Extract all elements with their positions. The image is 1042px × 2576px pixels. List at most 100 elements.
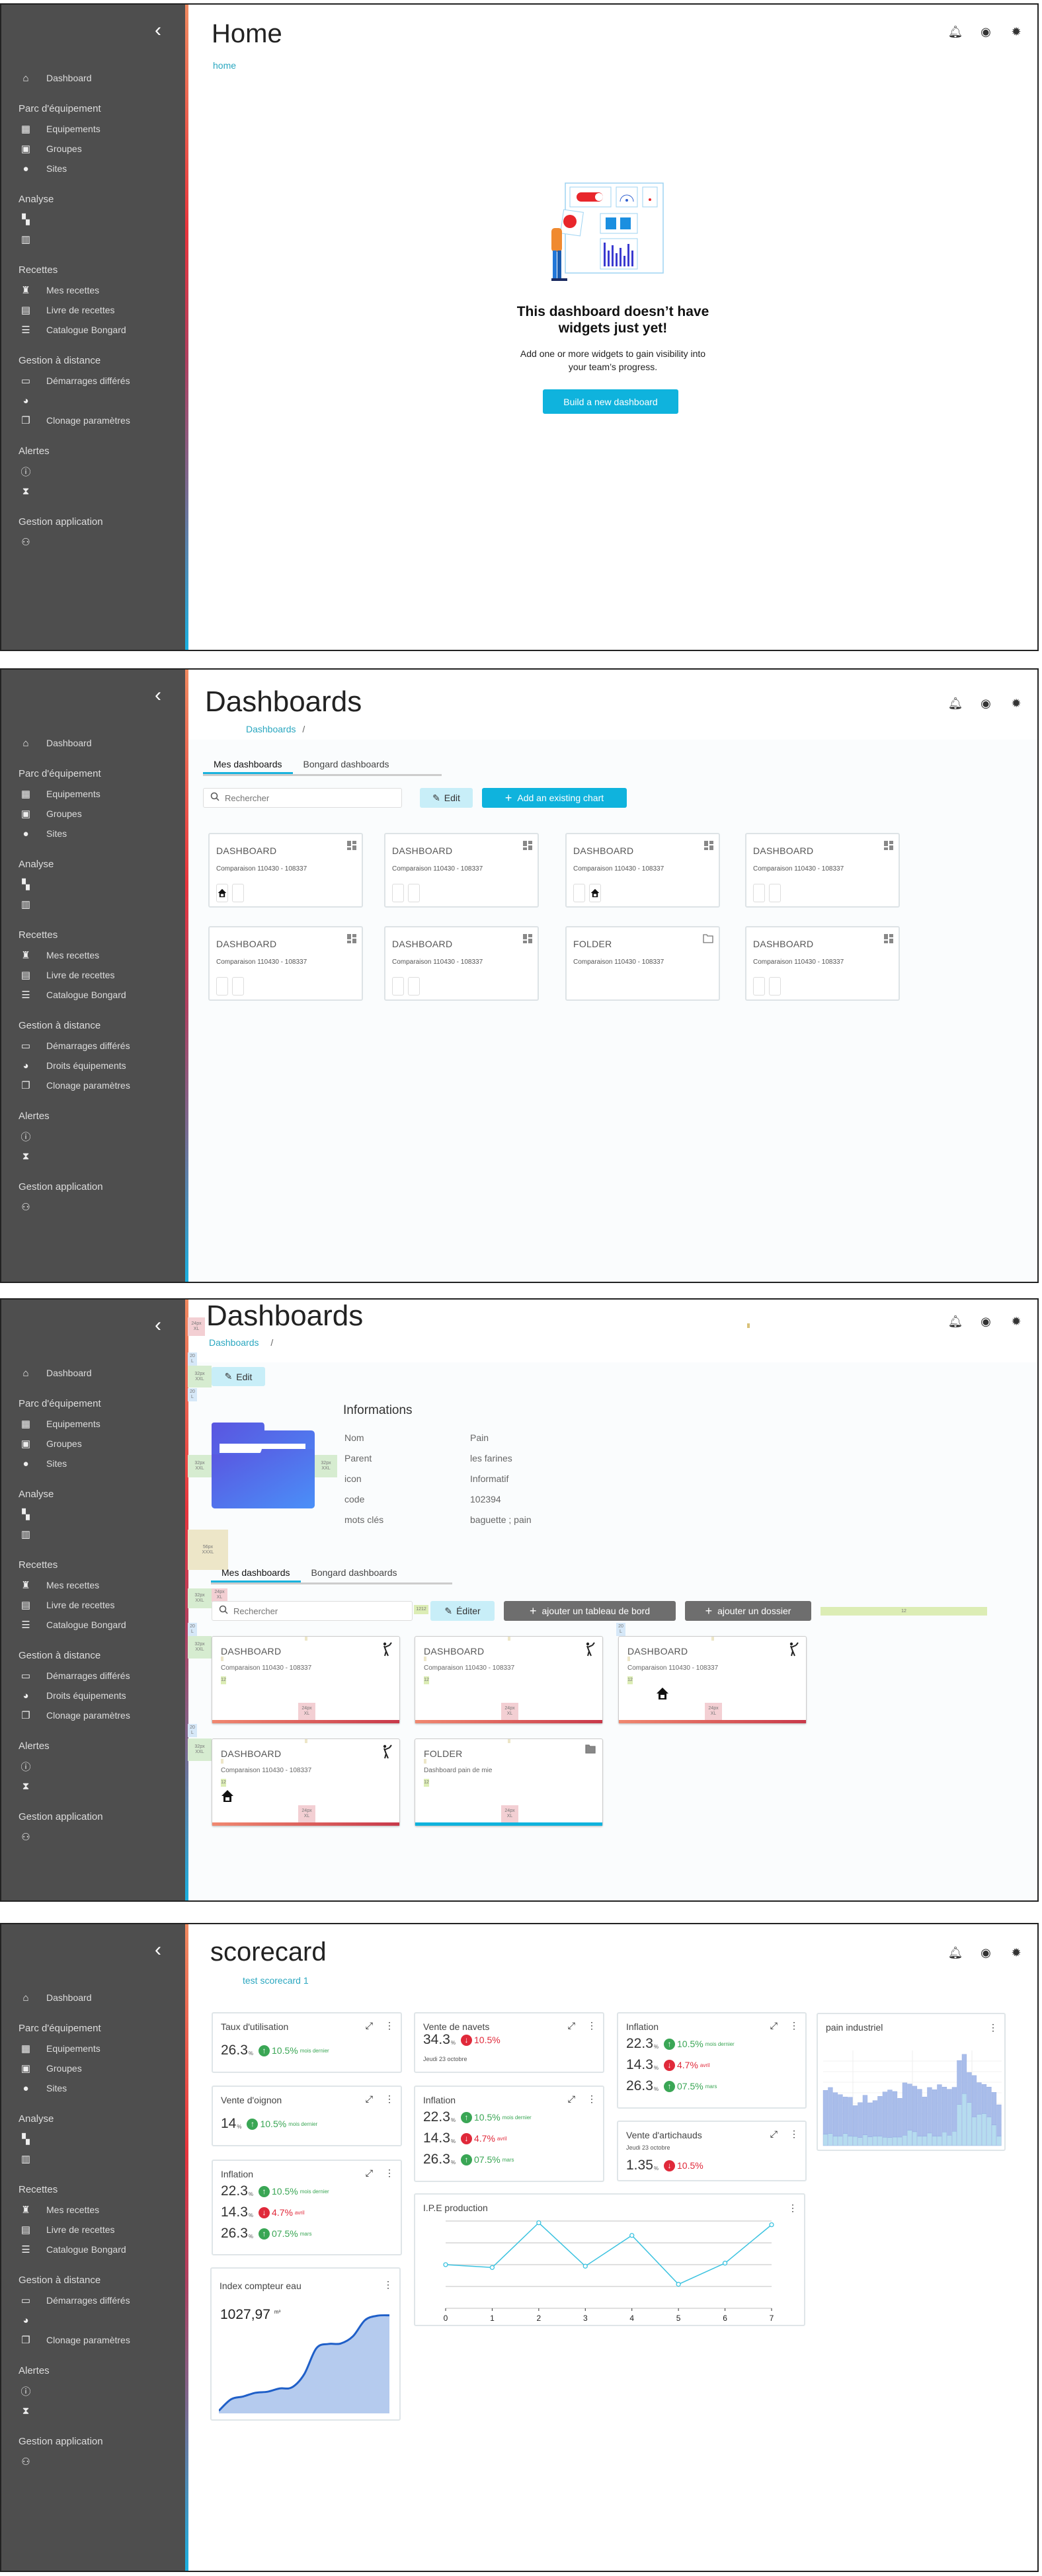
data-point[interactable] [722, 2261, 728, 2266]
sidebar-item-groupes[interactable]: ▣ Groupes [1, 804, 185, 824]
sidebar-item-demarrages[interactable]: ▭ Démarrages différés [1, 2290, 185, 2310]
dashboard-card[interactable]: DASHBOARD Comparaison 110430 - 108337 [384, 926, 539, 1001]
bell-icon[interactable]: 🔔︎ [947, 696, 963, 710]
dashboard-card[interactable]: DASHBOARD Comparaison 110430 - 108337 [384, 833, 539, 908]
card-slot[interactable] [408, 884, 420, 902]
sidebar-item-demarrages[interactable]: ▭ Démarrages différés [1, 1036, 185, 1056]
sidebar-item-groupes[interactable]: ▣ Groupes [1, 1434, 185, 1454]
sidebar-item-clonage[interactable]: ❐ Clonage paramètres [1, 1075, 185, 1095]
expand-icon[interactable]: ⤢ [567, 2093, 575, 2104]
sidebar-item-analyse-charts[interactable]: ▥ [1, 2149, 185, 2169]
search-field[interactable] [203, 788, 402, 808]
card-slot[interactable] [216, 977, 228, 995]
bell-icon[interactable]: 🔔︎ [947, 24, 963, 38]
sidebar-item-historique[interactable]: ⧗ [1, 1146, 185, 1166]
expand-icon[interactable]: ⤢ [365, 2167, 373, 2178]
sidebar-item-equipements[interactable]: ▦ Equipements [1, 1414, 185, 1434]
dashboard-card[interactable]: DASHBOARD Comparaison 110430 - 108337 12 24… [618, 1636, 807, 1724]
chevron-left-icon[interactable]: ‹ [155, 1939, 161, 1961]
card-slot[interactable] [753, 884, 765, 902]
kebab-menu-icon[interactable]: ⋮ [587, 2093, 596, 2104]
account-icon[interactable]: ◉ [981, 1945, 991, 1959]
sidebar-item-equipements[interactable]: ▦ Equipements [1, 2039, 185, 2058]
editer-button[interactable]: ✎ Éditer [430, 1601, 495, 1621]
expand-icon[interactable]: ⤢ [365, 2093, 373, 2104]
sidebar-item-groupes[interactable]: ▣ Groupes [1, 2058, 185, 2078]
tab-bongard-dashboards[interactable]: Bongard dashboards [311, 1567, 397, 1578]
settings-icon[interactable]: ✹ [1011, 1945, 1022, 1959]
card-slot[interactable] [769, 884, 781, 902]
sidebar-item-mes-recettes[interactable]: ♜ Mes recettes [1, 945, 185, 965]
sidebar-item-livre[interactable]: ▤ Livre de recettes [1, 1595, 185, 1615]
data-point[interactable] [489, 2265, 495, 2270]
sidebar-item-alertes[interactable]: ⓘ [1, 461, 185, 481]
kebab-menu-icon[interactable]: ⋮ [385, 2020, 394, 2031]
dashboard-card[interactable]: DASHBOARD Comparaison 110430 - 108337 [565, 833, 720, 908]
search-field[interactable] [212, 1601, 413, 1621]
sidebar-item-catalogue[interactable]: ☰ Catalogue Bongard [1, 1615, 185, 1635]
sidebar-item-clonage[interactable]: ❐ Clonage paramètres [1, 410, 185, 430]
breadcrumb-test-scorecard[interactable]: test scorecard 1 [243, 1975, 309, 1986]
data-point[interactable] [443, 2262, 448, 2267]
sidebar-item-users[interactable]: ⚇ [1, 532, 185, 552]
sidebar-item-clonage[interactable]: ❐ Clonage paramètres [1, 1705, 185, 1725]
card-slot[interactable] [392, 977, 404, 995]
kebab-menu-icon[interactable]: ⋮ [385, 2093, 394, 2104]
dashboard-card[interactable]: DASHBOARD Comparaison 110430 - 108337 [208, 833, 363, 908]
tab-bongard-dashboards[interactable]: Bongard dashboards [303, 759, 389, 769]
settings-icon[interactable]: ✹ [1011, 1314, 1022, 1328]
add-dashboard-button[interactable]: + ajouter un tableau de bord [504, 1601, 676, 1621]
breadcrumb-home[interactable]: home [213, 60, 237, 71]
sidebar-item-sites[interactable]: ● Sites [1, 159, 185, 178]
sidebar-item-dashboard[interactable]: ⌂ Dashboard [1, 68, 185, 88]
build-dashboard-button[interactable]: Build a new dashboard [543, 389, 678, 414]
sidebar-item-droits[interactable]: ◕ Droits équipements [1, 1056, 185, 1075]
sidebar-item-mes-recettes[interactable]: ♜ Mes recettes [1, 2200, 185, 2220]
account-icon[interactable]: ◉ [981, 24, 991, 38]
sidebar-item-analyse-charts[interactable]: ▥ [1, 1524, 185, 1544]
tab-mes-dashboards[interactable]: Mes dashboards [211, 1564, 301, 1582]
card-slot[interactable] [216, 884, 228, 902]
sidebar-item-catalogue[interactable]: ☰ Catalogue Bongard [1, 320, 185, 340]
sidebar-item-analyse-dashboards[interactable]: ▚ [1, 875, 185, 894]
breadcrumb-dashboards[interactable]: Dashboards [209, 1337, 259, 1348]
edit-button[interactable]: ✎ Edit [420, 788, 473, 808]
sidebar-item-analyse-charts[interactable]: ▥ [1, 894, 185, 914]
data-point[interactable] [676, 2282, 681, 2287]
kebab-menu-icon[interactable]: ⋮ [789, 2020, 799, 2031]
sidebar-item-sites[interactable]: ● Sites [1, 1454, 185, 1473]
expand-icon[interactable]: ⤢ [770, 2020, 778, 2031]
sidebar-item-demarrages[interactable]: ▭ Démarrages différés [1, 1666, 185, 1686]
sidebar-item-users[interactable]: ⚇ [1, 2452, 185, 2472]
chevron-left-icon[interactable]: ‹ [155, 1314, 161, 1336]
dashboard-card[interactable]: DASHBOARD Comparaison 110430 - 108337 [745, 926, 900, 1001]
card-slot[interactable] [573, 884, 585, 902]
edit-button[interactable]: ✎ Edit [212, 1367, 265, 1386]
sidebar-item-sites[interactable]: ● Sites [1, 2078, 185, 2098]
dashboard-card[interactable]: DASHBOARD Comparaison 110430 - 108337 [745, 833, 900, 908]
data-point[interactable] [582, 2263, 588, 2269]
dashboard-card[interactable]: DASHBOARD Comparaison 110430 - 108337 12 24… [415, 1636, 603, 1724]
kebab-menu-icon[interactable]: ⋮ [587, 2020, 596, 2031]
breadcrumb-dashboards[interactable]: Dashboards [246, 724, 296, 734]
dashboard-card[interactable]: DASHBOARD Comparaison 110430 - 108337 12 24… [212, 1636, 400, 1724]
expand-icon[interactable]: ⤢ [365, 2020, 373, 2031]
settings-icon[interactable]: ✹ [1011, 696, 1022, 710]
sidebar-item-mes-recettes[interactable]: ♜ Mes recettes [1, 1575, 185, 1595]
bell-icon[interactable]: 🔔︎ [947, 1314, 963, 1328]
sidebar-item-alertes[interactable]: ⓘ [1, 1126, 185, 1146]
sidebar-item-catalogue[interactable]: ☰ Catalogue Bongard [1, 2240, 185, 2259]
sidebar-item-equipements[interactable]: ▦ Equipements [1, 119, 185, 139]
kebab-menu-icon[interactable]: ⋮ [988, 2022, 998, 2033]
sidebar-item-dashboard[interactable]: ⌂ Dashboard [1, 1363, 185, 1383]
sidebar-item-users[interactable]: ⚇ [1, 1827, 185, 1847]
card-slot[interactable] [589, 884, 601, 902]
card-slot[interactable] [232, 977, 244, 995]
card-slot[interactable] [753, 977, 765, 995]
sidebar-item-analyse-charts[interactable]: ▥ [1, 229, 185, 249]
folder-card[interactable]: FOLDER Comparaison 110430 - 108337 [565, 926, 720, 1001]
expand-icon[interactable]: ⤢ [770, 2128, 778, 2139]
folder-card[interactable]: FOLDER Dashboard pain de mie 12 24px XL [415, 1738, 603, 1826]
data-point[interactable] [769, 2222, 774, 2228]
sidebar-item-demarrages[interactable]: ▭ Démarrages différés [1, 371, 185, 391]
